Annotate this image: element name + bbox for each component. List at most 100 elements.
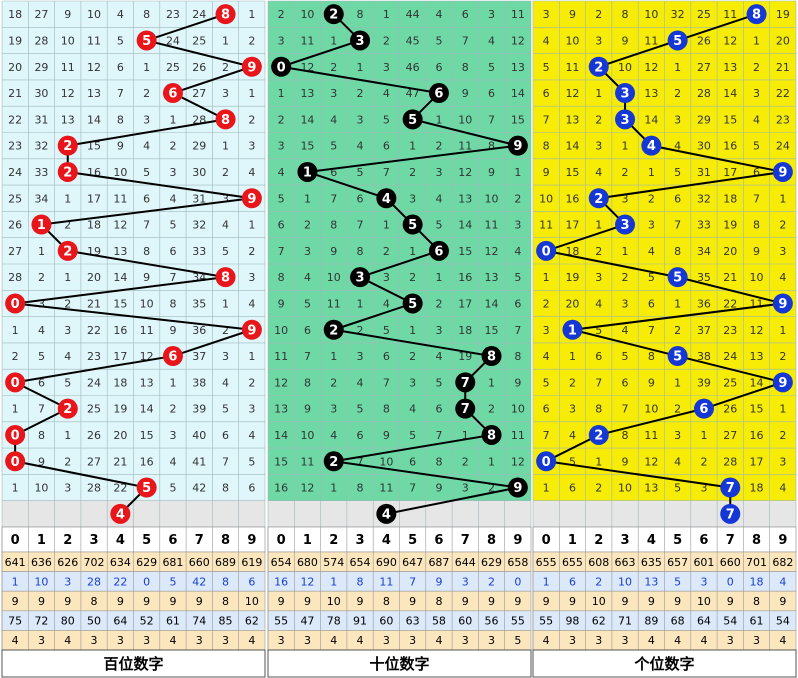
miss-count: 1 bbox=[543, 271, 550, 284]
ball bbox=[615, 109, 636, 130]
miss-count: 14 bbox=[511, 87, 525, 100]
miss-count: 3 bbox=[278, 140, 285, 153]
miss-count: 15 bbox=[274, 455, 288, 468]
miss-count: 22 bbox=[113, 482, 127, 495]
stat-value: 8 bbox=[91, 595, 98, 608]
miss-count: 2 bbox=[779, 350, 786, 363]
stat-value: 3 bbox=[488, 634, 495, 647]
miss-count: 4 bbox=[674, 455, 681, 468]
stat-value: 4 bbox=[435, 634, 442, 647]
miss-count: 30 bbox=[697, 140, 711, 153]
miss-count: 6 bbox=[38, 376, 45, 389]
stat-value: 55 bbox=[511, 615, 525, 628]
miss-count: 1 bbox=[383, 219, 390, 232]
ball-number: 8 bbox=[752, 8, 761, 23]
miss-count: 1 bbox=[595, 219, 602, 232]
stat-value: 78 bbox=[327, 615, 341, 628]
miss-count: 10 bbox=[458, 113, 472, 126]
stat-value: 9 bbox=[435, 575, 442, 588]
miss-count: 1 bbox=[357, 61, 364, 74]
miss-count: 5 bbox=[753, 140, 760, 153]
ball-number: 7 bbox=[461, 402, 470, 417]
miss-count: 1 bbox=[278, 87, 285, 100]
miss-count: 44 bbox=[406, 8, 420, 21]
miss-count: 2 bbox=[569, 376, 576, 389]
miss-count: 40 bbox=[192, 429, 206, 442]
ball-number: 0 bbox=[11, 376, 20, 391]
miss-count: 1 bbox=[779, 324, 786, 337]
miss-count: 2 bbox=[38, 271, 45, 284]
stat-value: 50 bbox=[87, 615, 101, 628]
ball-number: 9 bbox=[778, 376, 787, 391]
miss-count: 2 bbox=[330, 376, 337, 389]
column-digit: 1 bbox=[303, 533, 312, 548]
miss-count: 5 bbox=[435, 376, 442, 389]
miss-count: 7 bbox=[622, 403, 629, 416]
miss-count: 2 bbox=[357, 87, 364, 100]
stat-value: 657 bbox=[667, 556, 688, 569]
stat-value: 3 bbox=[462, 634, 469, 647]
miss-count: 7 bbox=[330, 192, 337, 205]
stat-value: 10 bbox=[618, 575, 632, 588]
miss-count: 6 bbox=[409, 455, 416, 468]
miss-count: 2 bbox=[330, 61, 337, 74]
ball-number: 0 bbox=[542, 455, 551, 470]
stat-value: 3 bbox=[569, 634, 576, 647]
ball-number: 2 bbox=[63, 139, 72, 154]
ball bbox=[402, 109, 423, 130]
miss-count: 6 bbox=[569, 482, 576, 495]
miss-count: 2 bbox=[595, 482, 602, 495]
stat-value: 0 bbox=[514, 575, 521, 588]
ball-number: 2 bbox=[594, 60, 603, 75]
miss-count: 7 bbox=[753, 192, 760, 205]
stat-value: 52 bbox=[140, 615, 154, 628]
miss-count: 9 bbox=[488, 166, 495, 179]
miss-count: 21 bbox=[87, 297, 101, 310]
miss-count: 1 bbox=[488, 455, 495, 468]
miss-count: 25 bbox=[166, 61, 180, 74]
stat-value: 8 bbox=[753, 595, 760, 608]
miss-count: 5 bbox=[383, 113, 390, 126]
miss-count: 4 bbox=[38, 324, 45, 337]
miss-count: 15 bbox=[511, 113, 525, 126]
ball-number: 2 bbox=[329, 455, 338, 470]
miss-count: 9 bbox=[569, 8, 576, 21]
miss-count: 19 bbox=[8, 34, 22, 47]
miss-count: 1 bbox=[12, 403, 19, 416]
stat-value: 4 bbox=[543, 634, 550, 647]
miss-count: 4 bbox=[330, 113, 337, 126]
stat-value: 690 bbox=[376, 556, 397, 569]
ball-number: 9 bbox=[513, 481, 522, 496]
miss-count: 30 bbox=[192, 166, 206, 179]
miss-count: 22 bbox=[723, 297, 737, 310]
stat-value: 655 bbox=[536, 556, 557, 569]
stat-value: 64 bbox=[697, 615, 711, 628]
stat-value: 654 bbox=[350, 556, 371, 569]
miss-count: 13 bbox=[485, 271, 499, 284]
stat-value: 28 bbox=[87, 575, 101, 588]
stat-value: 2 bbox=[595, 575, 602, 588]
miss-count: 24 bbox=[723, 350, 737, 363]
stat-value: 75 bbox=[8, 615, 22, 628]
ball-number: 4 bbox=[382, 192, 391, 207]
stat-value: 74 bbox=[192, 615, 206, 628]
miss-count: 2 bbox=[169, 403, 176, 416]
miss-count: 28 bbox=[723, 455, 737, 468]
miss-count: 3 bbox=[169, 166, 176, 179]
miss-count: 16 bbox=[113, 324, 127, 337]
miss-count: 6 bbox=[595, 350, 602, 363]
miss-count: 7 bbox=[462, 34, 469, 47]
miss-count: 11 bbox=[274, 350, 288, 363]
miss-count: 2 bbox=[674, 87, 681, 100]
ball bbox=[402, 214, 423, 235]
miss-count: 15 bbox=[458, 245, 472, 258]
miss-count: 10 bbox=[274, 324, 288, 337]
miss-count: 8 bbox=[462, 61, 469, 74]
miss-count: 1 bbox=[12, 482, 19, 495]
miss-count: 3 bbox=[779, 455, 786, 468]
miss-count: 8 bbox=[595, 403, 602, 416]
stat-value: 629 bbox=[481, 556, 502, 569]
miss-count: 27 bbox=[697, 61, 711, 74]
miss-count: 2 bbox=[64, 219, 71, 232]
miss-count: 18 bbox=[87, 219, 101, 232]
